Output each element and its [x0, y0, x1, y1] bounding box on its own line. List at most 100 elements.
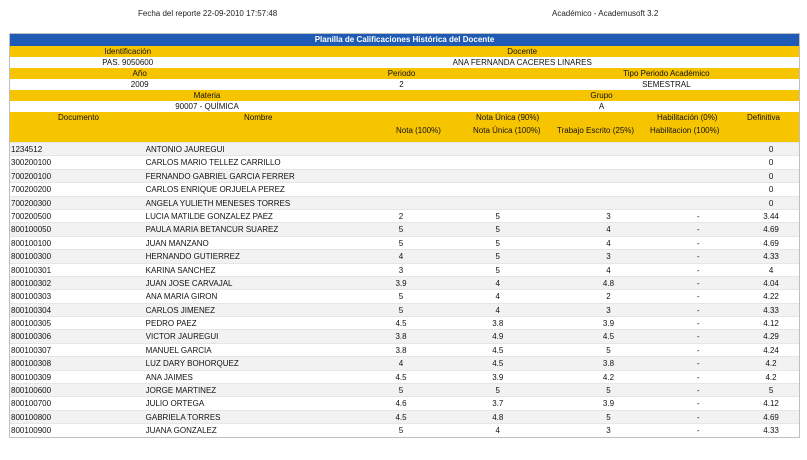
- nota-unica-cell: 4.8: [492, 412, 504, 422]
- habilitacion-cell: -: [696, 386, 700, 396]
- sheet-title: Planilla de Calificaciones Histórica del…: [10, 34, 799, 46]
- documento-cell: 700200300: [11, 198, 52, 208]
- col-habilitacion-0: Habilitación (0%): [657, 113, 718, 122]
- nota-100-cell: 4.5: [395, 319, 407, 329]
- nota-unica-cell: 4.5: [492, 359, 504, 369]
- spacer-cell: [521, 183, 564, 195]
- nota-100-cell: [377, 183, 425, 195]
- nota-unica-cell: 4: [495, 278, 500, 288]
- nombre-cell: JUAN MANZANO: [145, 238, 209, 248]
- documento-cell: 300200100: [11, 158, 52, 168]
- nota-unica-cell: 5: [495, 386, 500, 396]
- habilitacion-cell: -: [696, 278, 700, 288]
- table-row: 800100307 MANUEL GARCIA 3.8 4.5 5 - 4.24: [10, 342, 799, 357]
- definitiva-cell: 4.04: [763, 278, 779, 288]
- identificacion-value: PAS. 9050600: [102, 58, 154, 67]
- table-row: 800100305 PEDRO PAEZ 4.5 3.8 3.9 - 4.12: [10, 316, 799, 330]
- trabajo-escrito-cell: 4: [606, 265, 611, 275]
- trabajo-escrito-cell: 5: [606, 386, 611, 396]
- nombre-cell: JORGE MARTINEZ: [145, 386, 217, 396]
- trabajo-escrito-cell: [564, 183, 654, 195]
- nota-100-cell: 4: [398, 252, 404, 262]
- nombre-cell: GABRIELA TORRES: [145, 412, 221, 422]
- definitiva-cell: 3.44: [763, 211, 779, 221]
- spacer-cell: [425, 223, 475, 235]
- definitiva-cell: 4.29: [763, 332, 779, 342]
- trabajo-escrito-cell: 2: [606, 292, 611, 302]
- spacer-cell: [521, 397, 564, 409]
- nombre-cell: JUANA GONZALEZ: [145, 426, 217, 436]
- materia-value: 90007 - QUÍMICA: [175, 102, 239, 111]
- spacer-cell: [425, 330, 475, 342]
- documento-cell: 700200200: [11, 185, 52, 195]
- spacer-cell: [425, 344, 475, 356]
- nombre-cell: FERNANDO GABRIEL GARCIA FERRER: [145, 171, 295, 181]
- trabajo-escrito-cell: 3: [606, 211, 611, 221]
- habilitacion-cell: [653, 143, 743, 155]
- habilitacion-cell: -: [696, 372, 700, 382]
- definitiva-cell: 4.69: [763, 225, 779, 235]
- nota-100-cell: 5: [398, 386, 404, 396]
- spacer-cell: [425, 237, 475, 249]
- definitiva-cell: 0: [768, 145, 774, 154]
- spacer-cell: [521, 424, 564, 436]
- nota-unica-cell: 4: [495, 305, 500, 315]
- spacer-cell: [425, 264, 475, 276]
- info-value-row-1: PAS. 9050600 ANA FERNANDA CACERES LINARE…: [10, 57, 799, 68]
- documento-cell: 800100305: [11, 319, 52, 329]
- table-row: 800100301 KARINA SANCHEZ 3 5 4 - 4: [10, 262, 799, 276]
- spacer-cell: [521, 411, 564, 423]
- documento-cell: 800100308: [11, 359, 52, 369]
- documento-cell: 800100306: [11, 332, 52, 342]
- definitiva-cell: 4.33: [763, 426, 779, 436]
- documento-cell: 800100600: [11, 386, 52, 396]
- col-trabajo-escrito: Trabajo Escrito (25%): [557, 126, 635, 135]
- trabajo-escrito-cell: 3: [606, 305, 611, 315]
- spacer-cell: [521, 277, 564, 289]
- nota-100-cell: 2: [398, 211, 404, 221]
- periodo-value: 2: [399, 80, 404, 89]
- habilitacion-cell: -: [696, 211, 700, 221]
- grupo-label: Grupo: [590, 91, 613, 100]
- habilitacion-cell: [653, 183, 743, 195]
- spacer-cell: [521, 250, 564, 262]
- documento-cell: 800100307: [11, 345, 52, 355]
- table-row: 800100304 CARLOS JIMENEZ 5 4 3 - 4.33: [10, 302, 799, 317]
- documento-cell: 800100800: [11, 412, 52, 422]
- anio-label: Año: [132, 69, 147, 78]
- definitiva-cell: 0: [768, 185, 774, 195]
- nota-100-cell: 3.8: [395, 332, 407, 342]
- definitiva-cell: 5: [768, 386, 774, 396]
- definitiva-cell: 0: [768, 198, 774, 208]
- definitiva-cell: 4.22: [763, 292, 779, 302]
- table-row: 300200100 CARLOS MARIO TELLEZ CARRILLO 0: [10, 155, 799, 169]
- nota-100-cell: 4.6: [395, 399, 407, 409]
- nota-unica-cell: 3.7: [492, 399, 504, 409]
- definitiva-cell: 4.24: [763, 345, 779, 355]
- info-header-row-2: Año Periodo Tipo Periodo Académico: [10, 68, 799, 79]
- trabajo-escrito-cell: 3: [606, 426, 611, 436]
- spacer-cell: [425, 411, 475, 423]
- nombre-cell: ANA JAIMES: [145, 372, 193, 382]
- trabajo-escrito-cell: 3.9: [602, 319, 615, 329]
- table-row: 800100700 JULIO ORTEGA 4.6 3.7 3.9 - 4.12: [10, 396, 799, 410]
- trabajo-escrito-cell: 4: [606, 225, 611, 235]
- spacer-cell: [425, 290, 475, 302]
- nota-100-cell: 4: [398, 359, 404, 369]
- nota-100-cell: [377, 143, 425, 155]
- habilitacion-cell: -: [696, 412, 700, 422]
- definitiva-cell: 0: [768, 158, 774, 168]
- definitiva-cell: 4.12: [763, 399, 779, 409]
- info-value-row-2: 2009 2 SEMESTRAL: [10, 79, 799, 90]
- materia-label: Materia: [193, 91, 221, 100]
- spacer-cell: [521, 384, 564, 396]
- documento-cell: 800100900: [11, 426, 52, 436]
- nombre-cell: LUCIA MATILDE GONZALEZ PAEZ: [145, 211, 273, 221]
- habilitacion-cell: -: [696, 319, 700, 329]
- nota-100-cell: 3: [398, 265, 404, 275]
- documento-cell: 700200500: [11, 211, 52, 221]
- nota-100-cell: 5: [398, 426, 404, 436]
- documento-cell: 800100301: [11, 265, 52, 275]
- documento-cell: 800100300: [11, 252, 52, 262]
- habilitacion-cell: -: [696, 265, 700, 275]
